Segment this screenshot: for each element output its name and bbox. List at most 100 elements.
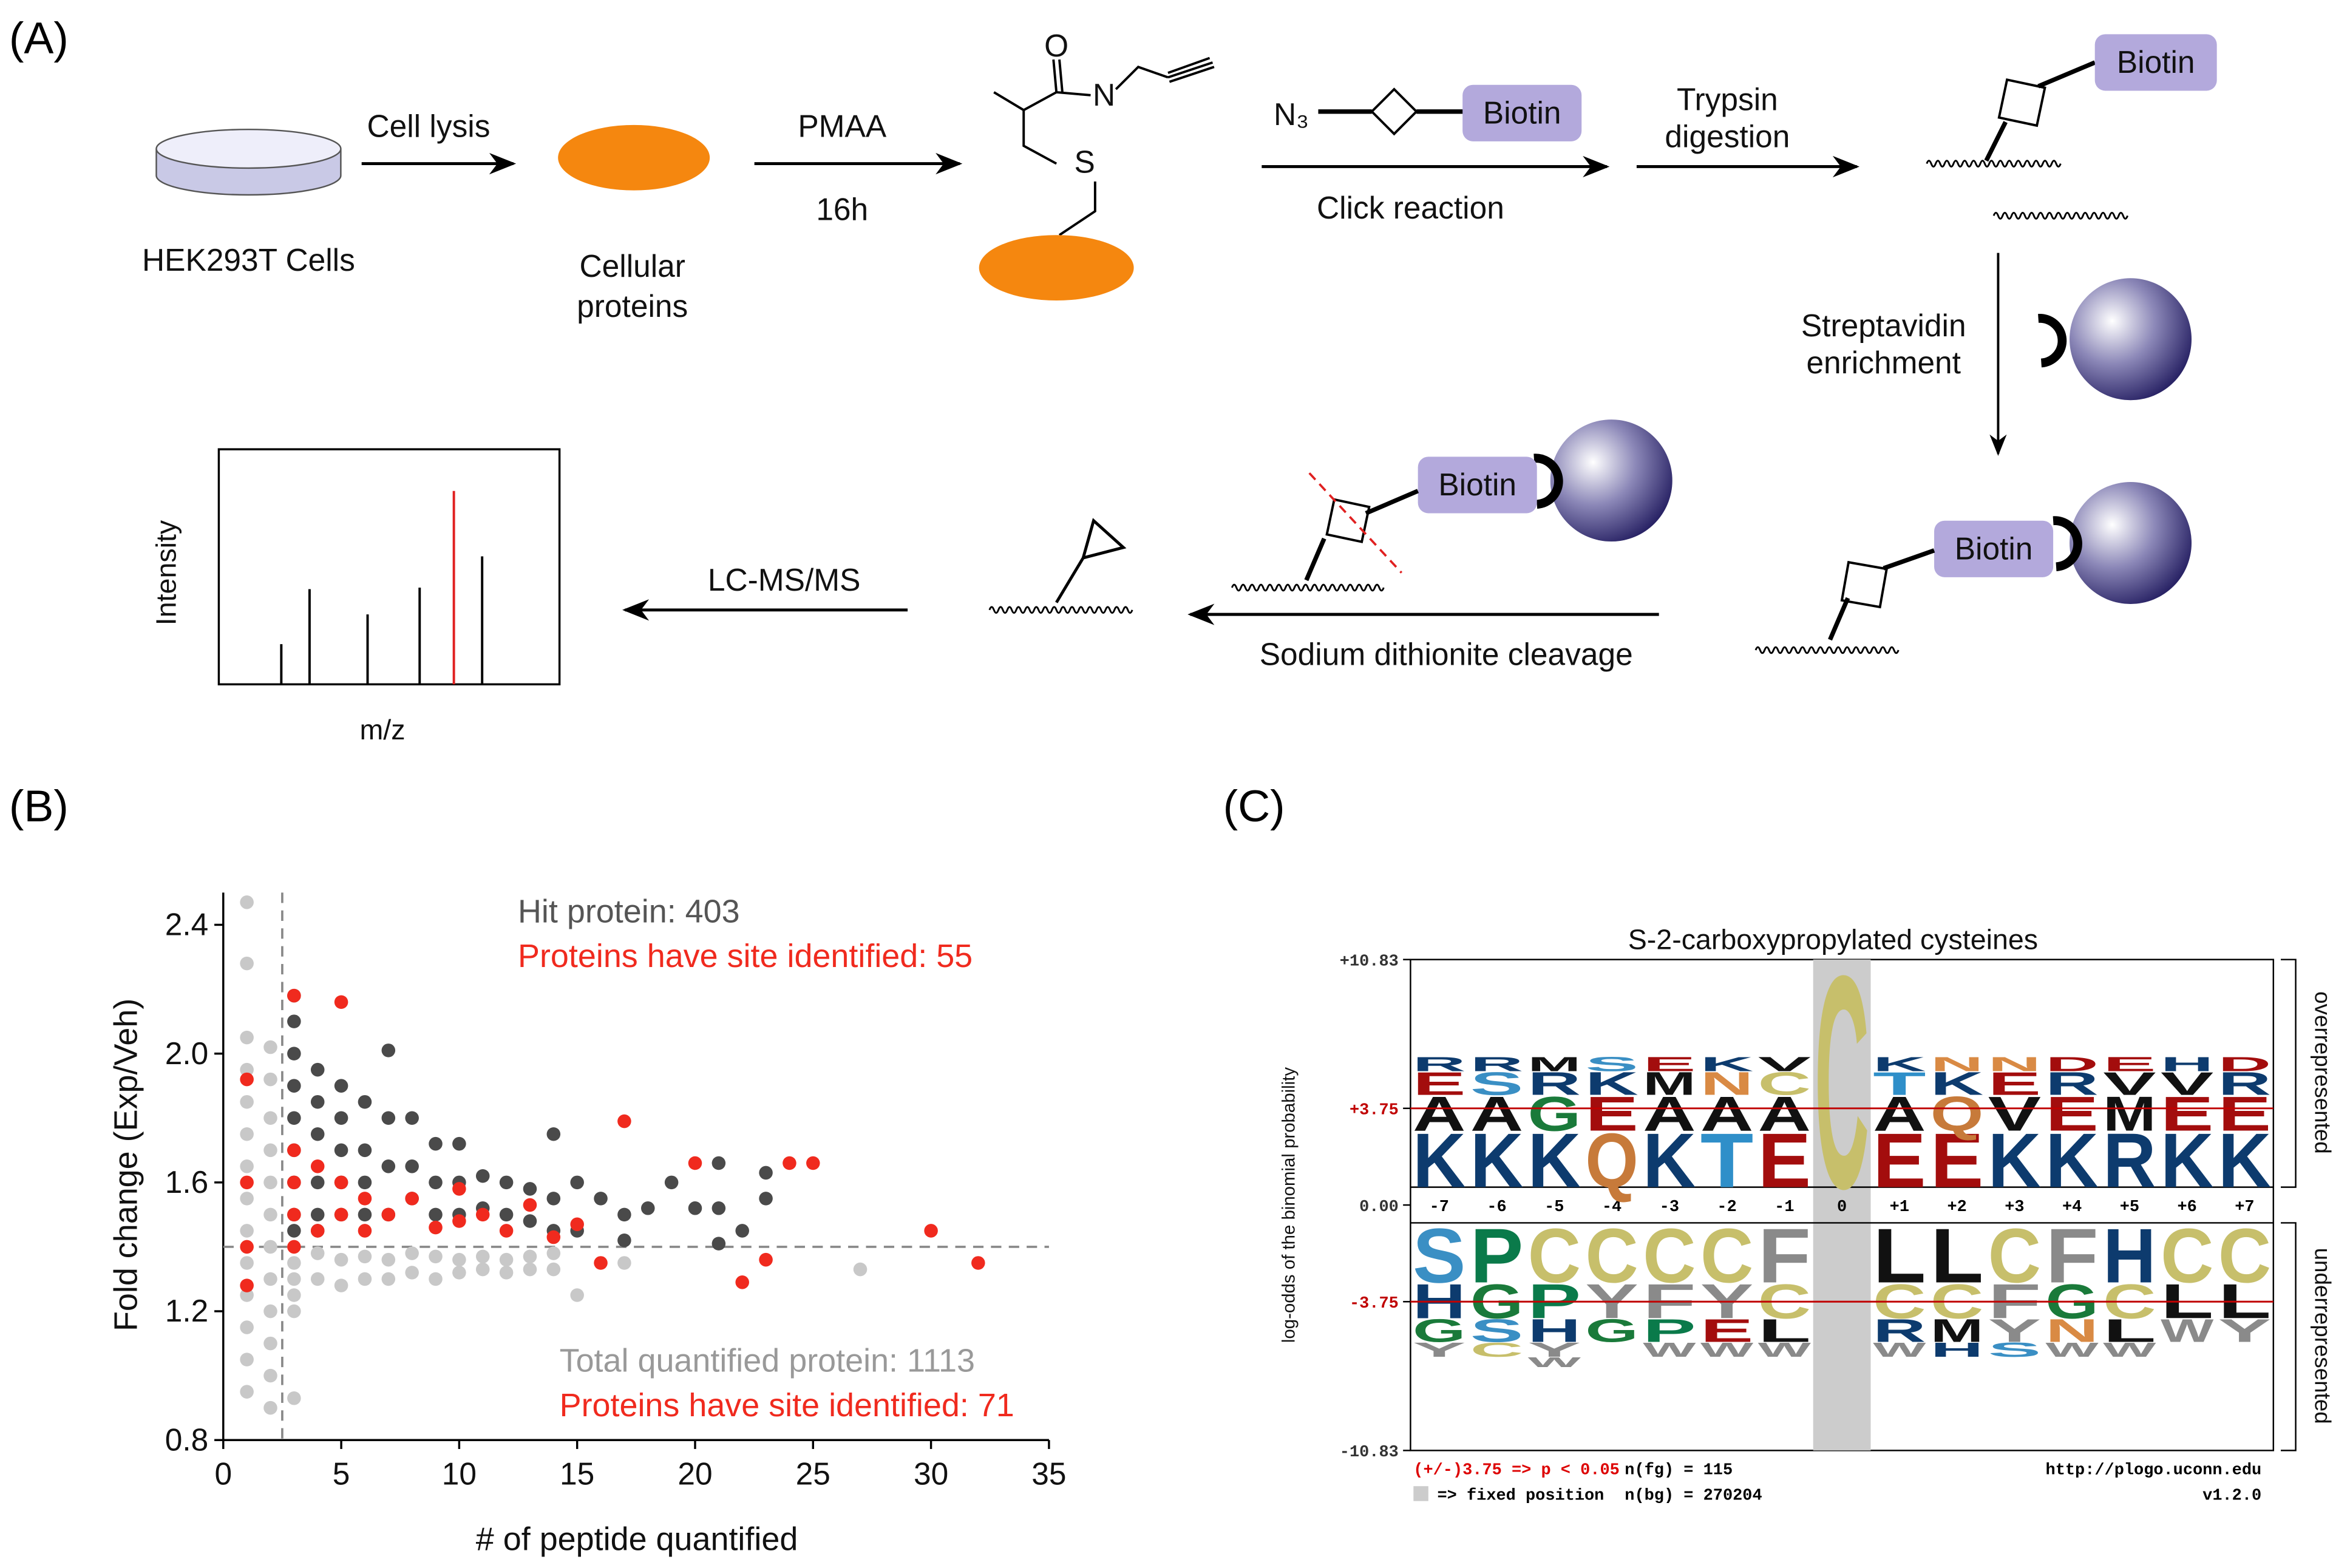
residue: M <box>1643 1066 1696 1102</box>
point <box>310 1127 325 1141</box>
residue: E <box>1700 1312 1753 1349</box>
point <box>381 1159 396 1173</box>
residue: N <box>2045 1312 2098 1349</box>
point <box>358 1272 372 1286</box>
step-label: Trypsin <box>1677 81 1778 117</box>
protein-label: Cellular <box>579 248 685 283</box>
point <box>240 1352 254 1366</box>
point <box>499 1207 514 1222</box>
point <box>711 1156 726 1170</box>
residue: A <box>1700 1087 1753 1142</box>
footer: n(bg) = 270204 <box>1625 1487 1762 1505</box>
point <box>263 1143 277 1158</box>
y-tick-label: 2.0 <box>165 1036 209 1071</box>
step-label: Cell lysis <box>367 108 490 143</box>
step-label: Streptavidin <box>1801 308 1966 343</box>
annotation: Total quantified protein: 1113 <box>560 1343 975 1379</box>
point <box>452 1136 466 1151</box>
axis-label: m/z <box>360 714 406 745</box>
point <box>546 1230 561 1244</box>
structure <box>993 56 1215 236</box>
position-label: -7 <box>1430 1198 1449 1217</box>
y-tick-label: +10.83 <box>1340 952 1399 971</box>
point <box>263 1368 277 1383</box>
position-label: +1 <box>1890 1198 1909 1217</box>
point <box>617 1114 631 1128</box>
point <box>759 1252 773 1267</box>
point <box>287 1175 301 1190</box>
position-label: -2 <box>1717 1198 1736 1217</box>
point <box>358 1095 372 1109</box>
point <box>358 1224 372 1238</box>
point <box>475 1249 490 1264</box>
point <box>358 1192 372 1206</box>
residue: V <box>2161 1066 2214 1102</box>
residue: E <box>1413 1066 1465 1102</box>
point <box>263 1111 277 1125</box>
panel-a: (A) Cell lysis HEK293T Cells Cellular pr… <box>9 13 2217 745</box>
point <box>334 1111 348 1125</box>
biotin-box <box>1418 456 1537 514</box>
residue: N <box>1931 1053 1983 1076</box>
point <box>263 1040 277 1054</box>
cyclopropane <box>1055 518 1127 603</box>
residue: G <box>1585 1312 1638 1349</box>
point <box>688 1156 702 1170</box>
cleavable-group <box>1997 78 2046 127</box>
point <box>287 1240 301 1254</box>
residue: V <box>2103 1066 2156 1102</box>
residue: A <box>1873 1087 1926 1142</box>
position-label: +2 <box>1947 1198 1966 1217</box>
point <box>570 1288 584 1302</box>
point <box>310 1207 325 1222</box>
panel-label: (A) <box>9 13 69 63</box>
point <box>806 1156 820 1170</box>
residue: K <box>1585 1066 1639 1102</box>
plogo-title: S-2-carboxypropylated cysteines <box>1628 924 2038 955</box>
point <box>405 1266 419 1280</box>
streptavidin <box>1533 453 1563 509</box>
x-tick-label: 5 <box>333 1456 350 1492</box>
residue: Q <box>1931 1087 1983 1142</box>
residue: W <box>2045 1339 2099 1362</box>
residue: M <box>1528 1053 1581 1076</box>
residue: W <box>1528 1354 1583 1370</box>
residue: E <box>1758 1118 1811 1204</box>
point <box>853 1262 868 1277</box>
residue: R <box>1470 1053 1523 1076</box>
residue: R <box>2218 1066 2271 1102</box>
residue: K <box>1988 1118 2041 1204</box>
peptide <box>1926 160 2062 168</box>
residue: H <box>2161 1053 2213 1076</box>
point <box>240 1278 254 1292</box>
axis-label: Intensity <box>150 520 182 625</box>
residue: W <box>2161 1312 2214 1349</box>
position-label: +5 <box>2120 1198 2139 1217</box>
residue: M <box>2103 1087 2156 1142</box>
point <box>546 1127 561 1141</box>
point <box>240 956 254 971</box>
point <box>287 1391 301 1405</box>
region-label: overrepresented <box>2310 991 2333 1154</box>
peptide <box>1754 646 1900 654</box>
residue: K <box>2045 1118 2098 1204</box>
y-tick-label: -3.75 <box>1350 1295 1399 1313</box>
residue: W <box>1873 1339 1926 1362</box>
point <box>475 1169 490 1183</box>
point <box>240 895 254 909</box>
residue: K <box>1931 1066 1984 1102</box>
position-label: +7 <box>2235 1198 2254 1217</box>
point <box>240 1224 254 1238</box>
point <box>334 1143 348 1158</box>
panel-label: (C) <box>1223 781 1285 831</box>
point <box>381 1207 396 1222</box>
y-tick-label: 0.8 <box>165 1422 209 1457</box>
x-tick-label: 30 <box>914 1456 948 1492</box>
point <box>429 1249 443 1264</box>
point <box>334 1252 348 1267</box>
biotin-label: Biotin <box>2117 44 2195 80</box>
point <box>735 1275 749 1289</box>
residue: E <box>1931 1118 1983 1204</box>
position-label: -4 <box>1602 1198 1622 1217</box>
residue: G <box>1413 1312 1465 1349</box>
